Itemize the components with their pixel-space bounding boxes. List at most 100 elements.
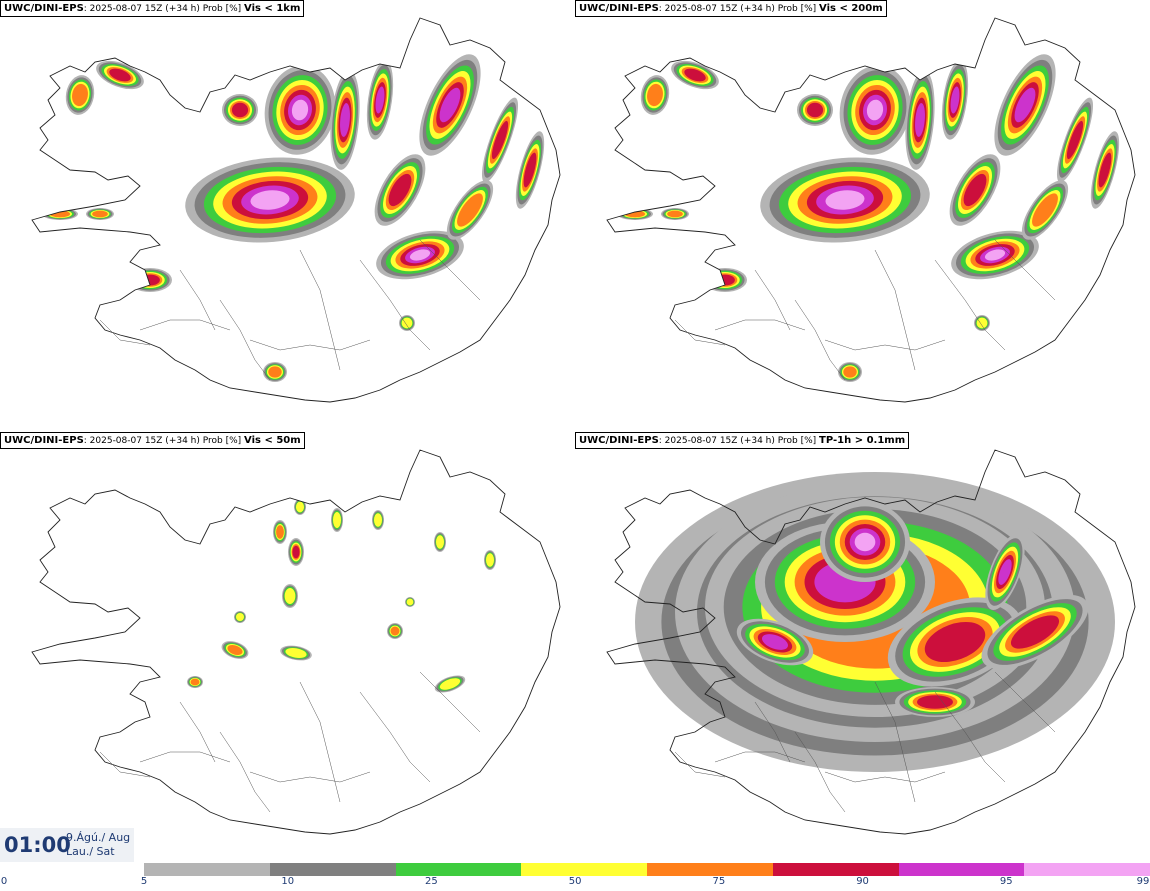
probability-field: [42, 54, 545, 382]
probability-area: [523, 152, 537, 188]
model-name: UWC/DINI-EPS: [4, 435, 84, 446]
river-line: [794, 299, 846, 381]
colorbar-tick-label: 90: [856, 876, 869, 887]
colorbar-tick-label: 99: [1136, 876, 1150, 887]
probability-area: [250, 190, 290, 210]
probability-field: [617, 54, 1120, 382]
panel-title: UWC/DINI-EPS: 2025-08-07 15Z (+34 h) Pro…: [0, 432, 305, 449]
river-line: [674, 319, 726, 346]
colorbar-segment: [269, 863, 396, 876]
river-line: [934, 691, 1006, 783]
colorbar-tick-label: 75: [712, 876, 726, 887]
probability-area: [295, 501, 305, 513]
panel-title: UWC/DINI-EPS: 2025-08-07 15Z (+34 h) Pro…: [575, 0, 887, 17]
river-line: [714, 751, 806, 763]
probability-area: [917, 695, 953, 709]
probability-area: [806, 102, 824, 118]
probability-area: [915, 103, 925, 137]
map-iceland-vis-1km: [31, 17, 561, 403]
probability-area: [984, 249, 1006, 261]
river-line: [219, 731, 271, 813]
probability-area: [332, 511, 342, 529]
river-line: [874, 249, 916, 371]
probability-area: [388, 173, 412, 207]
map-iceland-vis-200m: [606, 17, 1136, 403]
map-iceland-vis-50m: [31, 449, 561, 835]
river-line: [714, 319, 806, 331]
probability-area: [667, 210, 683, 218]
probability-area: [950, 86, 960, 114]
probability-area: [276, 525, 284, 539]
probability-area: [485, 553, 495, 567]
probability-area: [291, 99, 309, 121]
coastline: [606, 449, 1136, 835]
probability-area: [684, 68, 706, 82]
probability-area: [1014, 87, 1036, 123]
river-line: [299, 681, 341, 803]
river-line: [249, 771, 371, 783]
probability-area: [491, 120, 509, 160]
river-line: [249, 339, 371, 351]
colorbar-tick-label: 10: [281, 876, 295, 887]
probability-area: [190, 678, 200, 686]
probability-area: [373, 513, 383, 527]
river-line: [824, 771, 946, 783]
probability-area: [1098, 152, 1112, 188]
probability-area: [227, 645, 243, 655]
coastline: [31, 449, 561, 835]
model-name: UWC/DINI-EPS: [579, 3, 659, 14]
probability-area: [109, 68, 131, 82]
colorbar-segment: [521, 863, 647, 876]
run-info: : 2025-08-07 15Z (+34 h) Prob [%]: [83, 436, 242, 446]
river-line: [754, 269, 791, 331]
threshold-label: Vis < 200m: [819, 3, 883, 14]
valid-date: 9.Ágú./ Aug: [66, 831, 131, 844]
probability-area: [231, 102, 249, 118]
colorbar-segment: [1024, 863, 1150, 876]
river-line: [874, 681, 916, 803]
probability-field: [187, 499, 496, 693]
probability-area: [435, 535, 445, 549]
river-line: [754, 701, 791, 763]
probability-area: [1066, 120, 1084, 160]
probability-area: [292, 545, 300, 559]
probability-area: [439, 678, 461, 690]
map-iceland-precip: [606, 449, 1136, 835]
probability-area: [284, 587, 296, 605]
colorbar-tick-label: 50: [568, 876, 582, 887]
river-line: [824, 339, 946, 351]
river-line: [419, 671, 481, 733]
probability-area: [976, 317, 988, 329]
river-line: [99, 319, 151, 346]
probability-area: [457, 193, 483, 227]
river-line: [139, 319, 231, 331]
model-name: UWC/DINI-EPS: [4, 3, 84, 14]
coastline: [606, 17, 1136, 403]
probability-area: [825, 190, 865, 210]
probability-area: [72, 83, 88, 107]
probability-area: [375, 86, 385, 114]
river-line: [419, 239, 481, 301]
valid-weekday: Lau./ Sat: [66, 845, 115, 858]
model-name: UWC/DINI-EPS: [579, 435, 659, 446]
map-panel-vis-200m: UWC/DINI-EPS: 2025-08-07 15Z (+34 h) Pro…: [575, 0, 1150, 430]
probability-area: [390, 626, 400, 636]
probability-area: [268, 366, 282, 378]
colorbar-segment: [898, 863, 1025, 876]
colorbar-tick-label: 5: [140, 876, 148, 887]
river-line: [139, 751, 231, 763]
probability-area: [401, 317, 413, 329]
run-info: : 2025-08-07 15Z (+34 h) Prob [%]: [83, 4, 242, 14]
probability-area: [285, 648, 307, 658]
river-line: [219, 299, 271, 381]
probability-area: [439, 87, 461, 123]
probability-area: [1032, 193, 1058, 227]
probability-area: [1010, 615, 1060, 649]
probability-area: [406, 598, 414, 606]
probability-area: [998, 559, 1012, 585]
probability-area: [340, 103, 350, 137]
probability-area: [647, 83, 663, 107]
probability-area: [854, 532, 876, 552]
probability-area: [843, 366, 857, 378]
panel-title: UWC/DINI-EPS: 2025-08-07 15Z (+34 h) Pro…: [575, 432, 910, 449]
